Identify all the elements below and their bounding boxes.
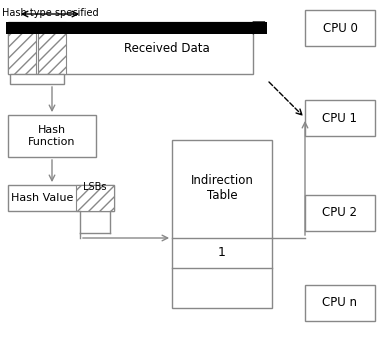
Bar — [305, 195, 375, 231]
Text: CPU n: CPU n — [323, 296, 358, 309]
Bar — [8, 185, 114, 211]
Text: Hash
Function: Hash Function — [28, 125, 76, 147]
Text: Received Data: Received Data — [124, 41, 210, 55]
Bar — [8, 22, 253, 74]
Bar — [8, 115, 96, 157]
Bar — [38, 22, 66, 74]
Text: CPU 1: CPU 1 — [323, 111, 358, 125]
Text: CPU 2: CPU 2 — [323, 207, 358, 219]
Text: 1: 1 — [218, 246, 226, 259]
Text: Hash Value: Hash Value — [11, 193, 73, 203]
Bar — [172, 140, 272, 308]
Bar — [305, 100, 375, 136]
Bar — [76, 185, 114, 211]
Bar — [305, 285, 375, 321]
Bar — [305, 10, 375, 46]
Text: LSBs: LSBs — [83, 182, 107, 192]
Bar — [10, 74, 64, 84]
Bar — [6, 22, 267, 34]
Polygon shape — [253, 22, 265, 34]
Text: Indirection
Table: Indirection Table — [191, 174, 253, 202]
Bar — [8, 22, 36, 74]
Text: Hash type specified: Hash type specified — [2, 8, 98, 18]
Text: CPU 0: CPU 0 — [323, 21, 357, 34]
